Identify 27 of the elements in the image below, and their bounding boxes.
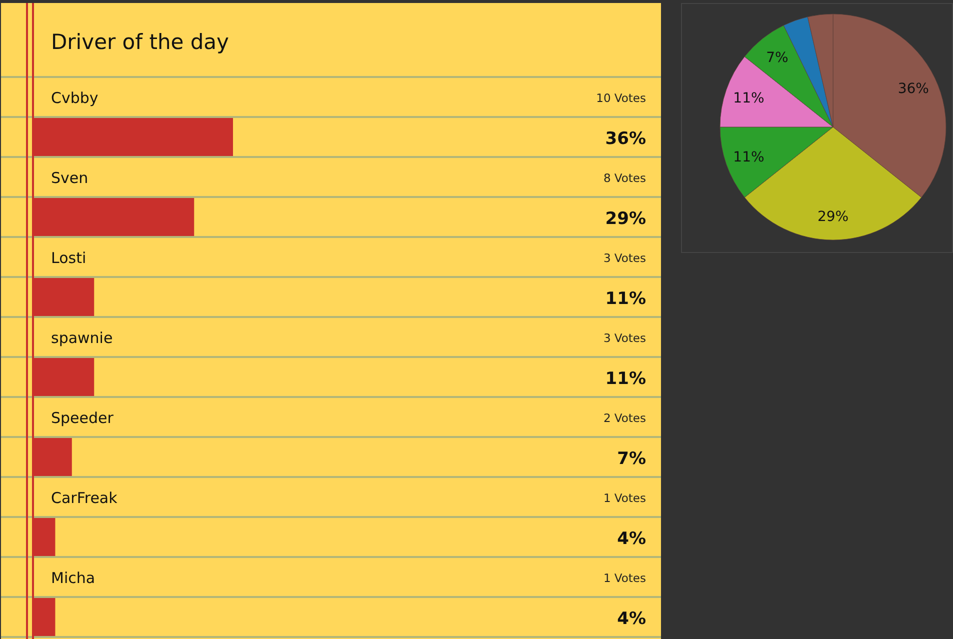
data-label: 11% <box>605 289 646 309</box>
text: 2 Votes <box>603 411 646 425</box>
y-tick-label: Micha <box>51 569 96 587</box>
y-tick-label: Sven <box>51 169 88 187</box>
data-label: 11% <box>605 369 646 389</box>
text: 3 Votes <box>603 251 646 265</box>
y-tick-label: Cvbby <box>51 89 98 107</box>
y-tick-label: Losti <box>51 249 86 267</box>
y-tick-label: CarFreak <box>51 489 118 507</box>
text: 8 Votes <box>603 171 646 185</box>
y-tick-label: spawnie <box>51 329 113 347</box>
y-tick-label: Speeder <box>51 409 114 427</box>
text: 10 Votes <box>596 91 646 105</box>
chart-title: Driver of the day <box>51 30 229 54</box>
data-label: 36% <box>898 81 929 98</box>
data-label: 36% <box>605 129 646 149</box>
text: 1 Votes <box>603 571 646 585</box>
text: 1 Votes <box>603 491 646 505</box>
data-label: 4% <box>617 529 646 549</box>
data-label: 11% <box>733 149 764 166</box>
text: 3 Votes <box>603 331 646 345</box>
data-label: 7% <box>617 449 646 469</box>
data-label: 7% <box>766 50 788 66</box>
data-label: 11% <box>733 90 764 106</box>
data-label: 29% <box>817 209 849 226</box>
data-label: 4% <box>617 609 646 629</box>
data-label: 29% <box>605 209 646 229</box>
